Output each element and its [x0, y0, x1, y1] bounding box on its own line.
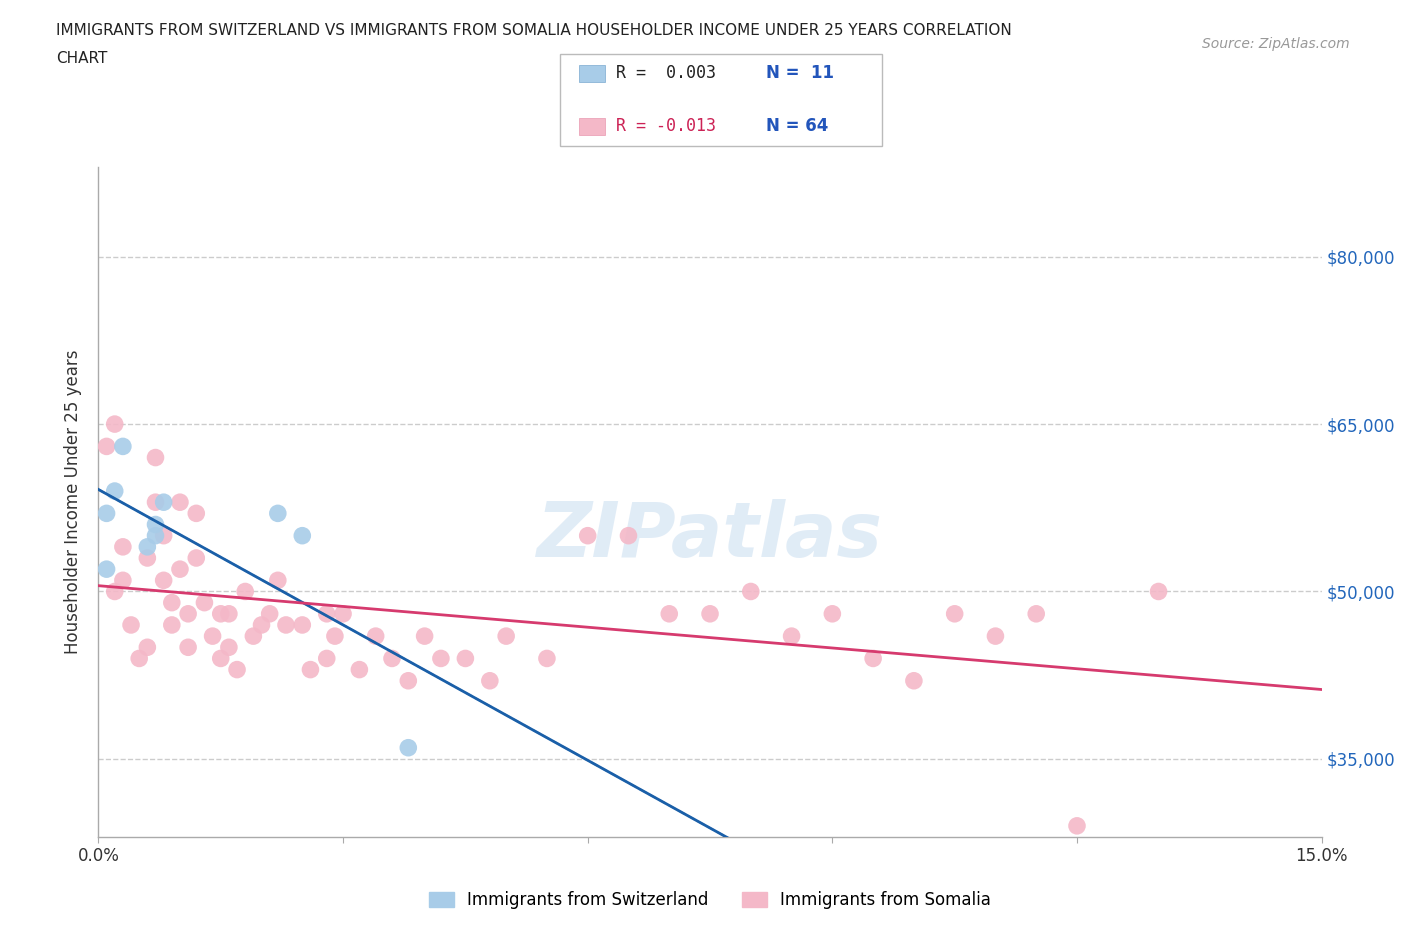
Point — [104, 584, 127, 599]
Text: R = -0.013: R = -0.013 — [616, 117, 716, 136]
Point — [177, 606, 200, 621]
Point — [136, 551, 159, 565]
Point — [169, 562, 191, 577]
Point — [267, 506, 290, 521]
Point — [862, 651, 884, 666]
Point — [145, 495, 167, 510]
Point — [576, 528, 599, 543]
Point — [226, 662, 249, 677]
Point — [536, 651, 558, 666]
Point — [186, 506, 208, 521]
Point — [259, 606, 281, 621]
Point — [267, 573, 290, 588]
Text: CHART: CHART — [56, 51, 108, 66]
Point — [136, 539, 159, 554]
Point — [96, 562, 118, 577]
Point — [478, 673, 501, 688]
Point — [104, 484, 127, 498]
Legend: Immigrants from Switzerland, Immigrants from Somalia: Immigrants from Switzerland, Immigrants … — [422, 884, 998, 916]
Point — [1066, 818, 1088, 833]
Point — [201, 629, 224, 644]
Text: IMMIGRANTS FROM SWITZERLAND VS IMMIGRANTS FROM SOMALIA HOUSEHOLDER INCOME UNDER : IMMIGRANTS FROM SWITZERLAND VS IMMIGRANT… — [56, 23, 1012, 38]
Point — [315, 651, 337, 666]
Point — [111, 539, 134, 554]
Point — [821, 606, 844, 621]
Point — [984, 629, 1007, 644]
Point — [617, 528, 640, 543]
Point — [160, 595, 183, 610]
Point — [396, 673, 419, 688]
Point — [291, 528, 314, 543]
Point — [152, 573, 174, 588]
Point — [96, 439, 118, 454]
Point — [169, 495, 191, 510]
Text: N = 64: N = 64 — [766, 117, 828, 136]
Point — [193, 595, 215, 610]
Y-axis label: Householder Income Under 25 years: Householder Income Under 25 years — [65, 350, 83, 655]
Point — [145, 517, 167, 532]
Point — [413, 629, 436, 644]
Point — [658, 606, 681, 621]
Point — [209, 651, 232, 666]
Point — [323, 629, 346, 644]
Point — [1025, 606, 1047, 621]
Point — [274, 618, 297, 632]
Point — [903, 673, 925, 688]
Point — [299, 662, 322, 677]
Text: Source: ZipAtlas.com: Source: ZipAtlas.com — [1202, 37, 1350, 51]
Point — [218, 640, 240, 655]
Point — [332, 606, 354, 621]
Point — [186, 551, 208, 565]
Text: N =  11: N = 11 — [766, 64, 834, 83]
Point — [364, 629, 387, 644]
Point — [160, 618, 183, 632]
Text: ZIPatlas: ZIPatlas — [537, 498, 883, 573]
Point — [233, 584, 256, 599]
Point — [104, 417, 127, 432]
Point — [120, 618, 142, 632]
Point — [349, 662, 371, 677]
Point — [242, 629, 264, 644]
Point — [699, 606, 721, 621]
Point — [177, 640, 200, 655]
Point — [430, 651, 453, 666]
Text: R =  0.003: R = 0.003 — [616, 64, 716, 83]
Point — [96, 506, 118, 521]
Point — [145, 528, 167, 543]
Point — [396, 740, 419, 755]
Point — [495, 629, 517, 644]
Point — [454, 651, 477, 666]
Point — [218, 606, 240, 621]
Point — [152, 495, 174, 510]
Point — [111, 573, 134, 588]
Point — [1147, 584, 1170, 599]
Point — [145, 450, 167, 465]
Point — [250, 618, 273, 632]
Point — [152, 528, 174, 543]
Point — [136, 640, 159, 655]
Point — [128, 651, 150, 666]
Point — [943, 606, 966, 621]
Point — [381, 651, 404, 666]
Point — [111, 439, 134, 454]
Point — [209, 606, 232, 621]
Point — [291, 618, 314, 632]
Point — [740, 584, 762, 599]
Point — [315, 606, 337, 621]
Point — [780, 629, 803, 644]
